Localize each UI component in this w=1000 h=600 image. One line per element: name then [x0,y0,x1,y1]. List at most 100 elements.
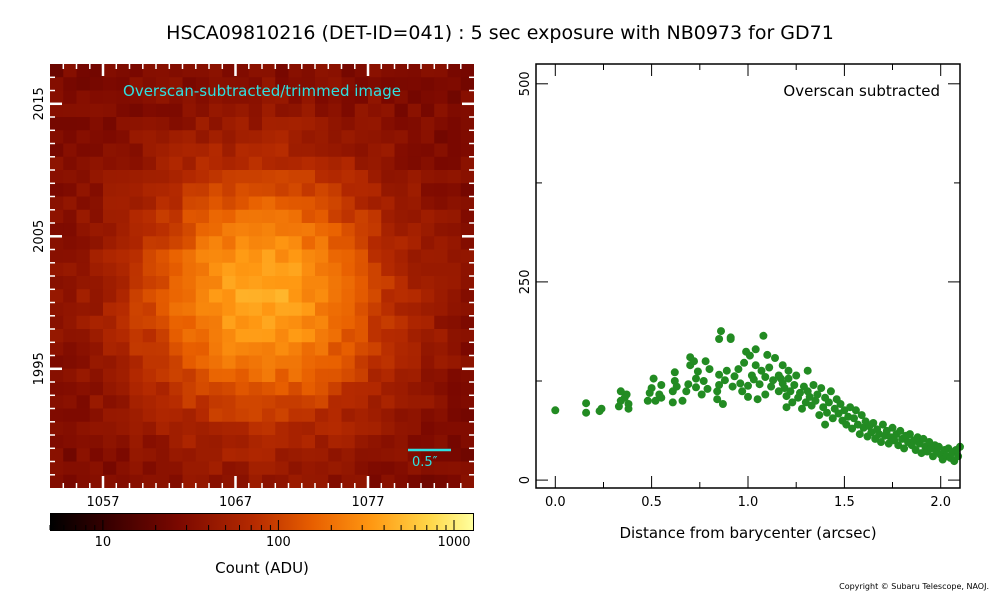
data-point [624,404,633,413]
data-point [790,381,799,389]
image-y-tick-label: 2005 [32,220,47,253]
data-point [692,374,700,383]
data-point [877,438,885,446]
data-point [757,366,766,375]
data-point [786,387,795,396]
data-point [734,365,743,374]
data-point [857,411,866,420]
data-point [769,376,778,385]
data-point [805,392,814,401]
y-tick-label: 250 [518,269,533,294]
data-point [744,392,752,401]
data-point [668,398,677,407]
data-point [826,387,835,396]
data-point [905,430,914,439]
data-point [811,396,820,405]
image-x-tick-label: 1077 [351,495,384,510]
heatmap-pixels [50,64,474,488]
image-y-tick-label: 2015 [32,87,47,120]
data-point [792,371,801,380]
data-point [753,395,762,404]
data-point [738,387,747,396]
data-point [900,444,909,453]
image-panel: Overscan-subtracted/trimmed image 1057 10… [32,64,474,510]
data-point [851,406,860,415]
colorbar-tick-label: 10 [95,535,112,550]
colorbar-label: Count (ADU) [215,559,309,577]
data-point [798,404,806,413]
image-axes: 1057 1067 1077 2015 2005 1995 [32,64,474,510]
x-tick-label: 0.5 [641,495,662,510]
data-point [809,381,818,389]
data-point [815,411,824,420]
data-point [670,368,679,377]
data-point [717,327,725,336]
data-point [751,345,760,354]
data-point [740,358,749,367]
data-point [817,384,826,393]
data-point [736,379,745,388]
data-point [771,354,779,362]
image-x-tick-label: 1057 [86,495,119,510]
data-point [699,377,708,385]
x-tick-label: 2.0 [930,495,951,510]
data-point [796,388,804,397]
data-point [693,367,702,376]
data-point [715,381,724,389]
scatter-points [551,327,964,466]
data-point [784,366,793,375]
detector-image-heatmap [50,64,474,488]
data-point [597,404,606,413]
data-point [842,420,851,429]
data-point [726,333,735,342]
data-point [551,406,560,415]
plot-frame [535,63,961,489]
data-point [697,390,706,399]
data-point [823,408,831,417]
data-point [705,365,714,374]
data-point [896,426,905,435]
data-point [684,380,693,389]
data-point [782,403,791,412]
figure-title: HSCA09810216 (DET-ID=041) : 5 sec exposu… [166,22,834,44]
data-point [767,382,776,391]
data-point [718,400,727,408]
copyright-notice: Copyright © Subaru Telescope, NAOJ. [839,582,989,591]
data-point [713,395,722,404]
x-tick-label: 0.0 [545,495,566,510]
data-point [582,399,591,408]
data-point [682,387,691,396]
data-point [784,374,793,383]
y-tick-label: 0 [518,476,533,484]
scatter-plot-panel: 0.0 0.5 1.0 1.5 2.0 0 250 500 Overscan subtract… [518,63,964,510]
image-label: Overscan-subtracted/trimmed image [123,82,401,100]
colorbar-tick-label: 1000 [437,535,470,550]
data-point [855,430,864,439]
data-point [643,396,652,405]
data-point [813,390,822,399]
data-point [713,387,722,396]
scale-bar-label: 0.5″ [412,455,438,470]
data-point [821,420,830,429]
data-point [657,381,666,389]
data-point [582,408,591,417]
plot-annotation: Overscan subtracted [783,82,940,100]
data-point [751,361,760,370]
image-y-tick-label: 1995 [32,352,47,385]
data-point [728,382,737,391]
data-point [759,331,768,340]
data-point [692,383,700,392]
data-point [763,350,772,359]
x-axis-label: Distance from barycenter (arcsec) [619,524,877,542]
data-point [803,366,812,375]
colorbar-axis: 10 100 1000 [49,520,471,550]
data-point [701,357,710,366]
data-point [622,390,631,399]
data-point [715,370,724,379]
data-point [878,420,887,429]
data-point [690,357,698,366]
data-point [657,393,666,402]
data-point [778,361,787,370]
image-x-tick-label: 1067 [219,495,252,510]
data-point [888,423,897,432]
